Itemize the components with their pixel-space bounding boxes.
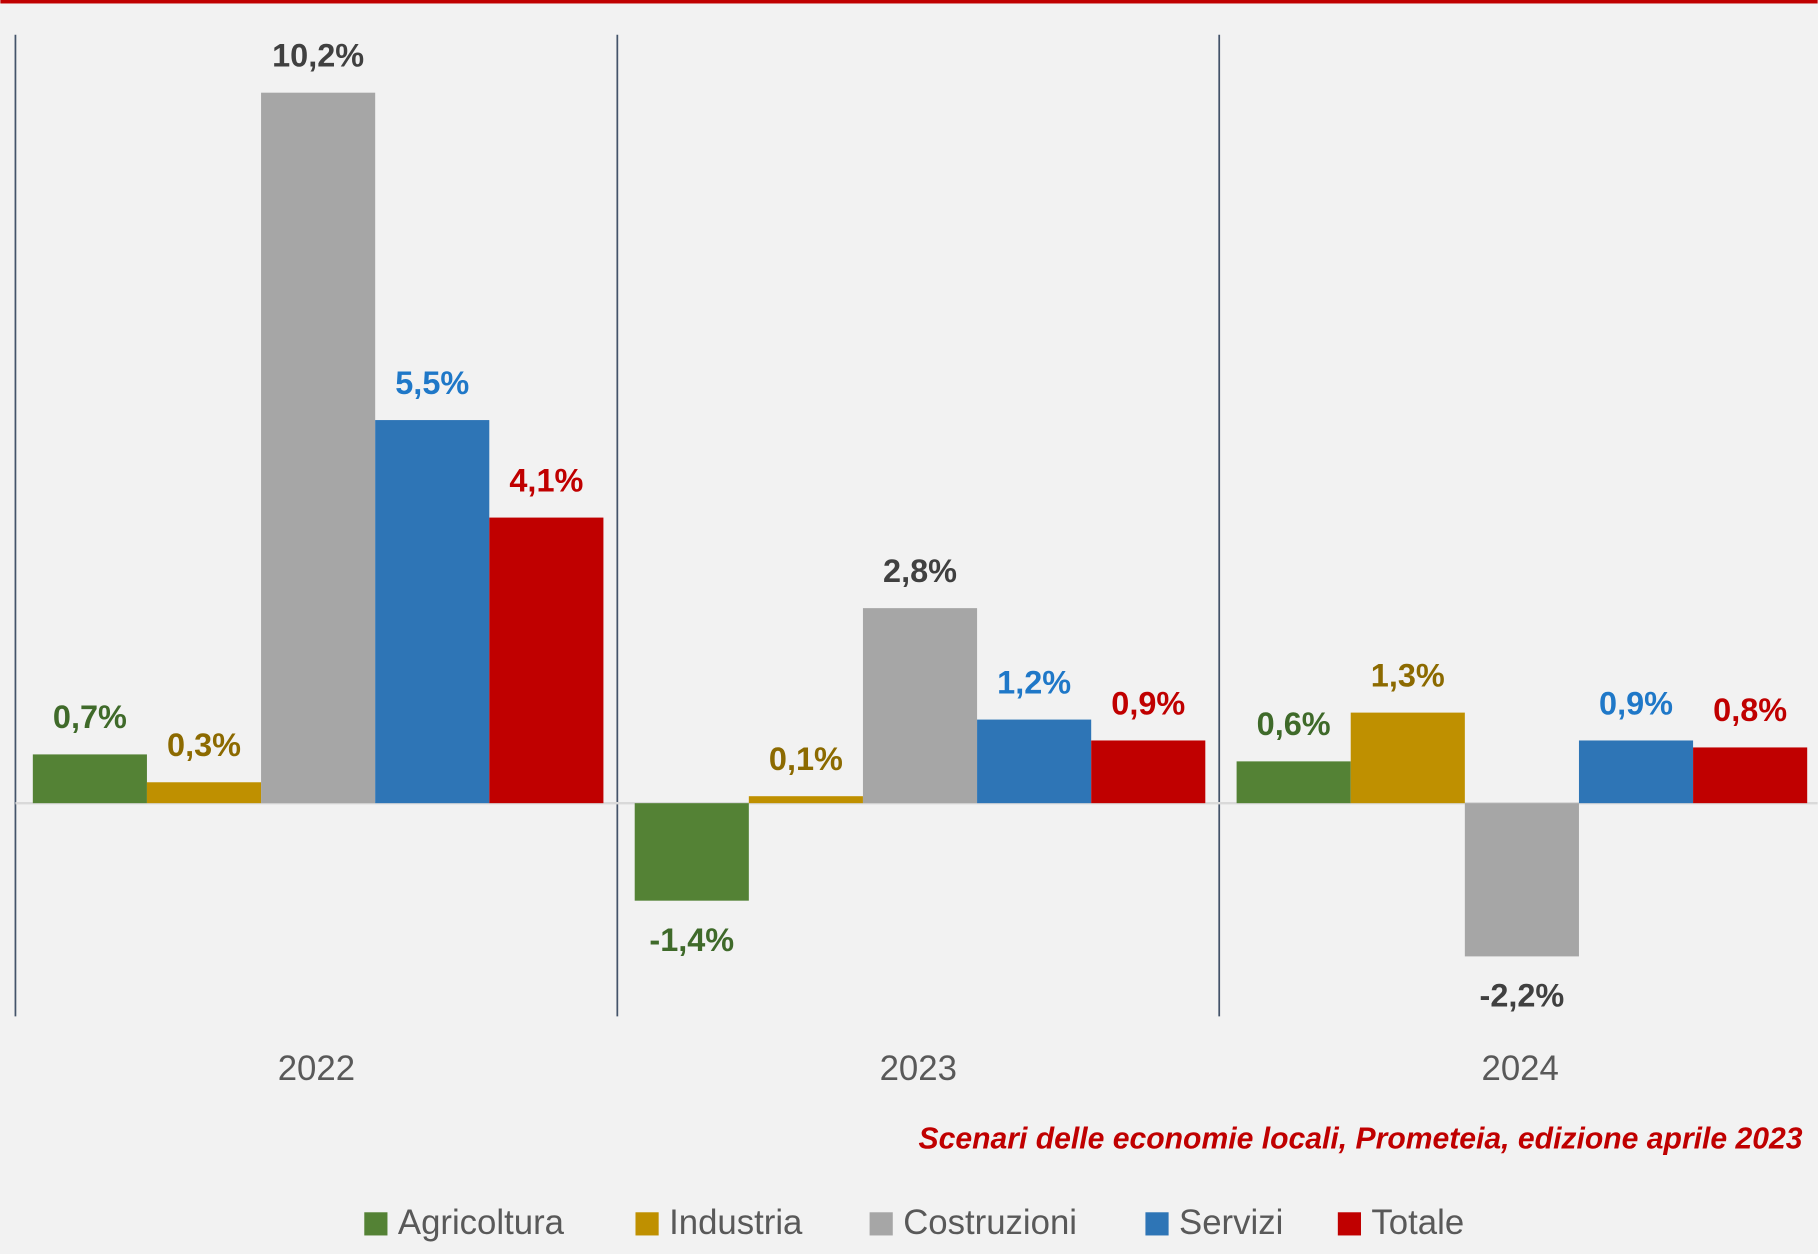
legend-label: Totale [1371, 1204, 1464, 1242]
legend-swatch [364, 1212, 388, 1236]
bar [489, 517, 604, 804]
data-label: 0,3% [167, 727, 241, 763]
bar [748, 796, 863, 804]
data-label: 0,6% [1257, 706, 1331, 742]
data-label: 0,9% [1599, 685, 1673, 721]
bar [1464, 803, 1579, 957]
data-label: -1,4% [649, 922, 734, 958]
bar [1236, 761, 1351, 804]
legend-swatch [635, 1212, 659, 1236]
data-label: 4,1% [509, 462, 583, 498]
bar [261, 92, 376, 804]
data-label: 0,1% [769, 741, 843, 777]
bar [1578, 740, 1694, 804]
data-label: 5,5% [395, 365, 469, 401]
data-label: 0,7% [53, 699, 127, 735]
legend-label: Agricoltura [398, 1204, 565, 1242]
legend-swatch [1337, 1212, 1361, 1236]
bar [634, 803, 749, 901]
bar [1350, 712, 1465, 804]
x-tick-label: 2024 [1482, 1050, 1559, 1088]
legend-label: Industria [669, 1204, 803, 1242]
data-label: 0,8% [1713, 692, 1787, 728]
legend-label: Servizi [1179, 1204, 1283, 1242]
bar [32, 754, 147, 804]
data-label: 2,8% [883, 553, 957, 589]
bar [146, 782, 262, 804]
top-rule [0, 0, 1818, 4]
source-note: Scenari delle economie locali, Prometeia… [919, 1122, 1803, 1155]
data-label: 1,2% [997, 664, 1071, 700]
bar [977, 719, 1092, 804]
bar [375, 420, 490, 804]
legend-swatch [1145, 1212, 1169, 1236]
data-label: 1,3% [1371, 657, 1445, 693]
x-tick-label: 2023 [880, 1050, 957, 1088]
bar [1693, 747, 1808, 804]
data-label: 0,9% [1111, 685, 1185, 721]
x-tick-label: 2022 [278, 1050, 355, 1088]
legend-label: Costruzioni [903, 1204, 1077, 1242]
data-label: -2,2% [1480, 978, 1565, 1014]
legend-swatch [869, 1212, 893, 1236]
bar [862, 608, 978, 804]
bar [1091, 740, 1206, 804]
data-label: 10,2% [272, 38, 364, 74]
